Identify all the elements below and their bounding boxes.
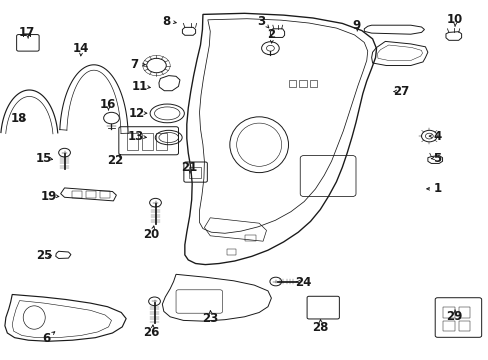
- Bar: [188, 167, 201, 178]
- Text: 14: 14: [72, 42, 89, 55]
- Bar: [142, 133, 152, 150]
- Bar: [127, 133, 138, 150]
- Bar: [227, 249, 236, 255]
- Bar: [442, 321, 454, 331]
- Text: 7: 7: [130, 58, 138, 71]
- Text: 21: 21: [181, 161, 198, 174]
- Text: 28: 28: [311, 321, 328, 334]
- Text: 29: 29: [446, 310, 462, 323]
- Text: 22: 22: [106, 154, 123, 167]
- Text: 27: 27: [392, 85, 408, 98]
- Text: 23: 23: [202, 312, 218, 325]
- Text: 11: 11: [131, 80, 147, 93]
- Bar: [245, 235, 256, 241]
- Bar: [72, 191, 82, 198]
- Bar: [156, 133, 167, 150]
- Bar: [299, 80, 306, 87]
- Text: 18: 18: [10, 112, 27, 125]
- Text: 2: 2: [267, 28, 275, 41]
- Text: 6: 6: [42, 332, 50, 345]
- Text: 25: 25: [36, 249, 52, 262]
- Text: 5: 5: [433, 152, 441, 165]
- Text: 10: 10: [446, 13, 462, 26]
- Text: 20: 20: [143, 228, 160, 240]
- Text: 24: 24: [294, 276, 311, 289]
- Bar: [458, 321, 469, 331]
- Text: 16: 16: [99, 98, 116, 111]
- Text: 15: 15: [36, 152, 52, 165]
- Text: 4: 4: [433, 130, 441, 143]
- Bar: [100, 191, 109, 198]
- Text: 8: 8: [162, 15, 170, 28]
- Bar: [458, 307, 469, 318]
- Text: 26: 26: [143, 327, 160, 339]
- Bar: [442, 307, 454, 318]
- Text: 19: 19: [41, 190, 57, 203]
- Text: 13: 13: [127, 130, 144, 143]
- Text: 17: 17: [19, 26, 35, 39]
- Bar: [309, 80, 317, 87]
- Bar: [86, 191, 96, 198]
- Text: 3: 3: [257, 15, 265, 28]
- Text: 9: 9: [352, 19, 360, 32]
- Text: 1: 1: [433, 183, 441, 195]
- Text: 12: 12: [128, 107, 145, 120]
- Bar: [288, 80, 295, 87]
